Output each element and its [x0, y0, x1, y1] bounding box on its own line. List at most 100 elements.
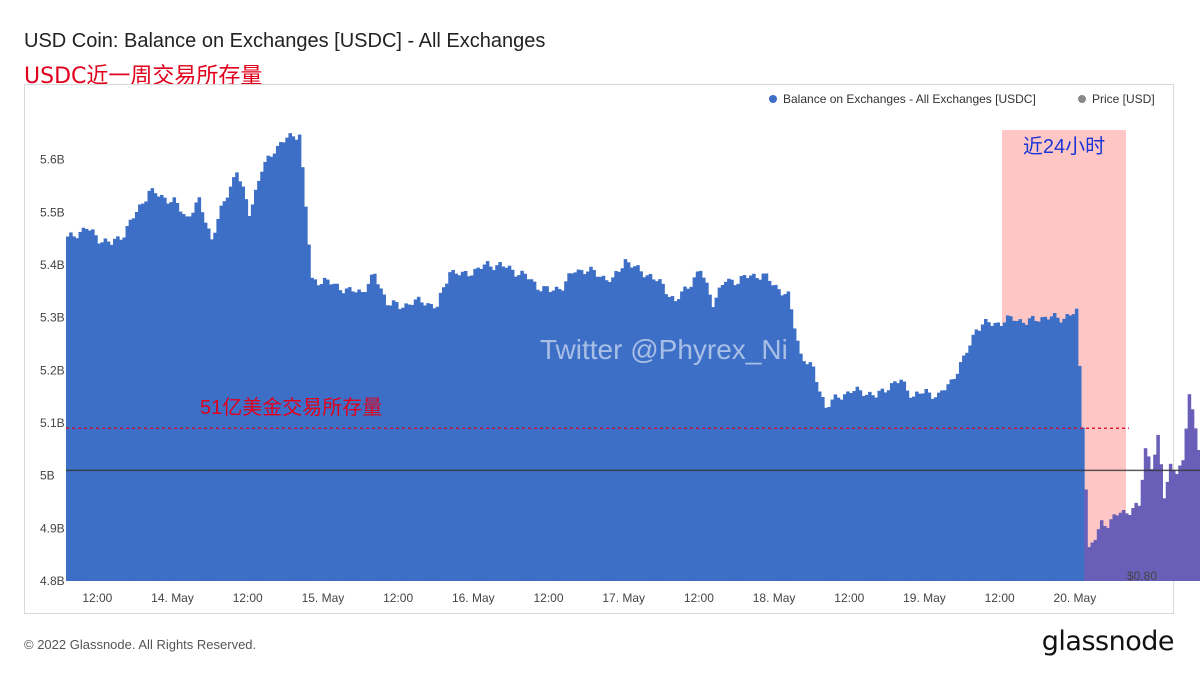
- bar: [739, 276, 744, 581]
- bar: [291, 136, 296, 581]
- bar: [1037, 321, 1041, 581]
- bar: [915, 391, 919, 581]
- x-tick-label: 12:00: [834, 591, 864, 605]
- bar: [1046, 319, 1051, 581]
- bar: [288, 133, 292, 581]
- y-tick-label: 4.8B: [40, 574, 65, 588]
- price-axis-label: $0.80: [1127, 569, 1157, 583]
- bar: [830, 399, 835, 581]
- bar: [971, 334, 976, 581]
- bar: [780, 295, 784, 581]
- bar: [658, 279, 662, 581]
- bar: [667, 297, 672, 581]
- bar: [745, 278, 750, 581]
- bar: [1068, 315, 1073, 581]
- watermark: Twitter @Phyrex_Ni: [540, 334, 788, 365]
- bar: [385, 305, 390, 581]
- bar: [843, 394, 847, 581]
- bar: [808, 362, 813, 581]
- bar: [817, 391, 822, 581]
- bar: [228, 186, 233, 582]
- y-tick-label: 5.2B: [40, 363, 65, 377]
- bar: [1118, 512, 1123, 581]
- x-tick-label: 19. May: [903, 591, 946, 605]
- bar: [532, 281, 537, 581]
- bar: [520, 270, 524, 581]
- bar: [263, 161, 267, 581]
- x-tick-label: 12:00: [533, 591, 563, 605]
- y-tick-label: 5.5B: [40, 205, 65, 219]
- bar: [1002, 322, 1007, 581]
- bar: [329, 284, 333, 581]
- bar: [564, 281, 568, 581]
- bar: [849, 393, 853, 581]
- bar: [984, 319, 988, 581]
- bar: [194, 202, 198, 582]
- bar: [670, 296, 675, 581]
- bar: [636, 265, 640, 581]
- bar: [595, 276, 600, 581]
- bar: [930, 398, 935, 581]
- bar: [1027, 318, 1032, 581]
- bar: [448, 272, 452, 581]
- bar: [87, 230, 92, 581]
- bar: [526, 279, 531, 581]
- bar: [119, 239, 123, 581]
- bar: [479, 268, 484, 581]
- bar: [420, 302, 424, 581]
- bar: [219, 205, 224, 581]
- legend-item-price[interactable]: Price [USD]: [1078, 92, 1155, 106]
- bar: [548, 292, 553, 581]
- bar: [369, 274, 374, 581]
- bar: [539, 291, 543, 581]
- bar: [993, 322, 997, 581]
- bar: [958, 362, 963, 581]
- bar: [717, 287, 722, 581]
- bar: [974, 329, 979, 581]
- bar: [66, 236, 70, 581]
- bar: [705, 282, 709, 581]
- bar: [476, 267, 480, 581]
- bar: [752, 273, 756, 581]
- bar: [855, 386, 860, 581]
- bar: [1065, 314, 1069, 581]
- bar: [582, 274, 587, 581]
- bar: [1146, 456, 1151, 581]
- bar: [799, 353, 803, 581]
- bar: [435, 306, 440, 581]
- x-tick-label: 12:00: [684, 591, 714, 605]
- bar: [714, 297, 719, 581]
- x-tick-label: 12:00: [985, 591, 1015, 605]
- bar: [488, 266, 493, 581]
- x-tick-label: 18. May: [753, 591, 796, 605]
- bar: [1018, 319, 1022, 581]
- bar: [297, 134, 302, 582]
- bar: [896, 383, 900, 581]
- bar: [952, 378, 957, 581]
- bar: [210, 239, 214, 581]
- bar: [655, 281, 659, 581]
- bar: [159, 194, 164, 581]
- bar: [307, 244, 311, 582]
- bar: [429, 303, 433, 581]
- bar: [84, 228, 89, 581]
- bar: [927, 392, 932, 581]
- bar: [197, 197, 202, 581]
- bar: [94, 235, 98, 582]
- bar: [999, 326, 1004, 581]
- bar: [178, 211, 183, 581]
- chart-title: USD Coin: Balance on Exchanges [USDC] - …: [24, 30, 546, 52]
- legend-dot-price: [1078, 95, 1086, 103]
- bar: [651, 279, 656, 581]
- bar: [363, 292, 368, 581]
- bar: [955, 373, 960, 581]
- bar: [247, 215, 252, 582]
- bar: [542, 286, 546, 581]
- bar: [203, 222, 208, 581]
- bar: [216, 218, 220, 581]
- bar: [457, 275, 462, 581]
- bar: [1096, 529, 1101, 581]
- legend-item-balance[interactable]: Balance on Exchanges - All Exchanges [US…: [769, 92, 1036, 106]
- bar: [1090, 542, 1095, 581]
- bar: [736, 283, 741, 581]
